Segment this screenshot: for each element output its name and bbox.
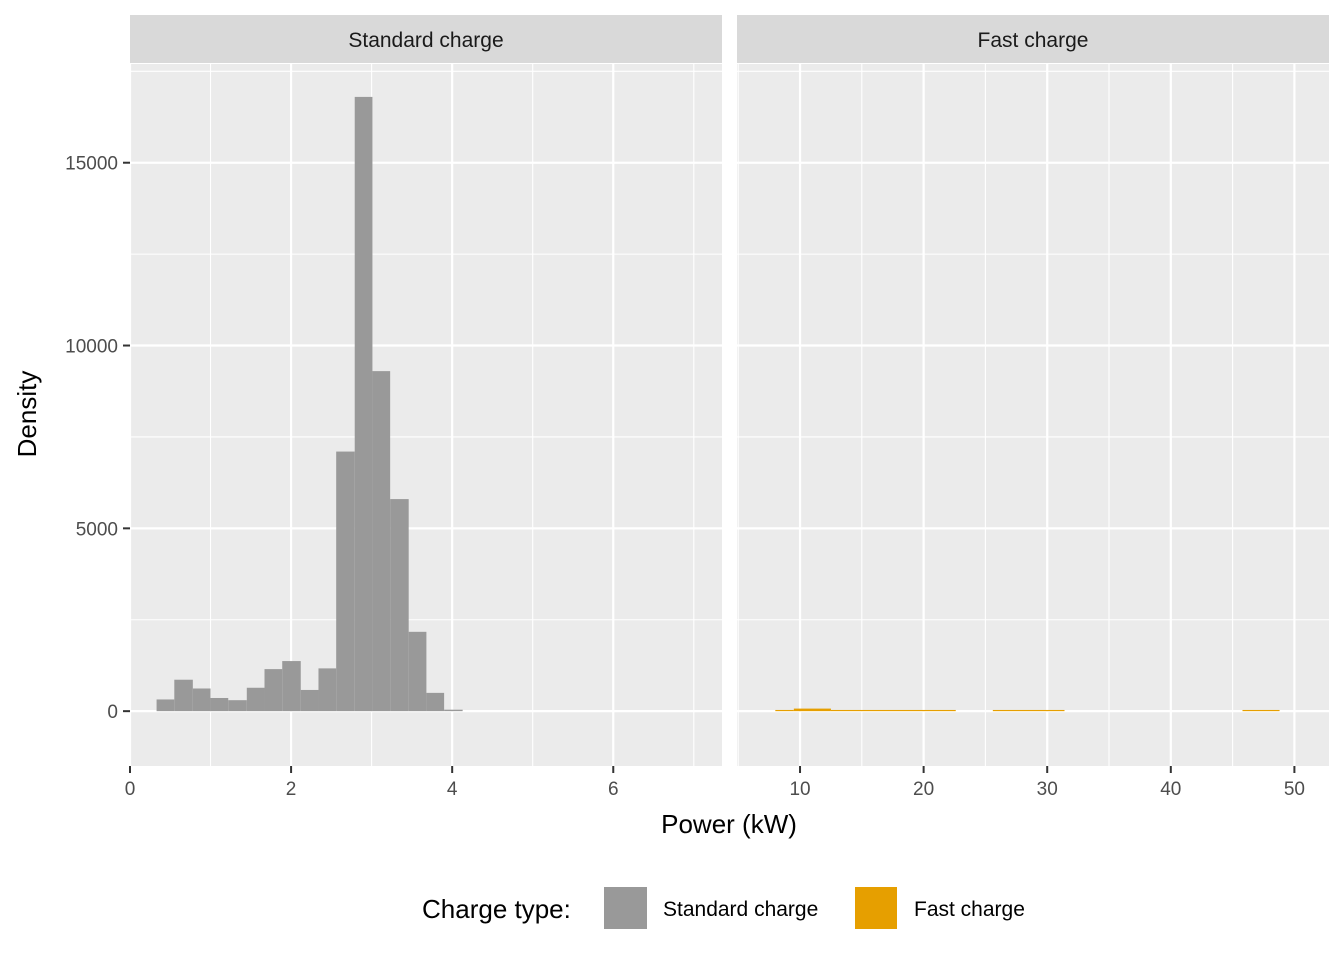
- x-tick-label: 20: [913, 779, 934, 800]
- panel-background-fast-charge: [737, 64, 1329, 766]
- histogram-bar: [246, 687, 265, 712]
- x-tick-label: 4: [447, 779, 458, 800]
- histogram-bar: [426, 692, 445, 712]
- x-axis-title: Power (kW): [661, 809, 797, 839]
- strip-standard-charge: [130, 15, 722, 63]
- histogram-bar: [372, 371, 391, 712]
- y-axis-title: Density: [12, 371, 42, 458]
- histogram-bar: [408, 631, 427, 712]
- legend-label-standard-charge: Standard charge: [663, 898, 818, 921]
- histogram-bar: [793, 708, 831, 712]
- histogram-bar: [390, 499, 409, 712]
- histogram-bar: [264, 669, 283, 712]
- histogram-bar: [354, 96, 373, 712]
- histogram-bar: [1242, 709, 1280, 712]
- histogram-bar: [174, 679, 193, 712]
- histogram-bar: [282, 661, 301, 712]
- x-tick-label: 2: [286, 779, 297, 800]
- x-tick-label: 0: [125, 779, 136, 800]
- y-tick-label: 0: [107, 702, 118, 723]
- legend-label-fast-charge: Fast charge: [914, 898, 1025, 921]
- histogram-bar: [992, 709, 1065, 712]
- histogram-bar: [156, 699, 175, 712]
- facet-fast-charge: Fast charge 10 20 30 40 50: [737, 15, 1329, 800]
- legend-title: Charge type:: [422, 894, 571, 924]
- histogram-bar: [300, 689, 319, 712]
- legend-key-fast-charge: [855, 887, 897, 929]
- histogram-bar: [336, 451, 355, 712]
- y-tick-label: 5000: [76, 519, 118, 540]
- histogram-bar: [444, 709, 463, 712]
- histogram-bar: [775, 709, 794, 712]
- histogram-bar: [228, 700, 247, 712]
- facet-standard-charge: Standard charge 0 2 4 6: [125, 15, 722, 800]
- y-tick-label: 10000: [65, 337, 118, 358]
- strip-label-standard-charge: Standard charge: [348, 29, 503, 52]
- facet-panels: Standard charge 0 2 4 6 Fast charge 10 20 30 40 50…: [65, 15, 1329, 800]
- y-tick-label: 15000: [65, 154, 118, 175]
- histogram-bar: [210, 697, 229, 712]
- legend-key-standard-charge: [604, 887, 647, 929]
- strip-fast-charge: [737, 15, 1329, 63]
- x-tick-label: 40: [1160, 779, 1181, 800]
- x-tick-label: 50: [1284, 779, 1305, 800]
- x-tick-label: 30: [1037, 779, 1058, 800]
- strip-label-fast-charge: Fast charge: [978, 29, 1089, 52]
- x-tick-label: 6: [608, 779, 619, 800]
- x-tick-label: 10: [789, 779, 810, 800]
- histogram-bar: [830, 709, 956, 712]
- histogram-bar: [192, 688, 211, 712]
- legend: Charge type: Standard charge Fast charge: [422, 887, 1025, 929]
- histogram-bar: [318, 668, 337, 712]
